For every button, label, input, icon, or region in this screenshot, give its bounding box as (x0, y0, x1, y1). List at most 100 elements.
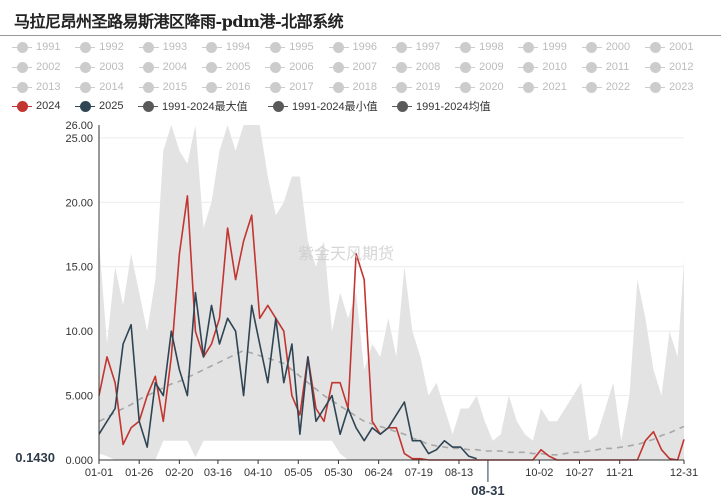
legend-label: 2018 (352, 81, 377, 93)
legend: 1991 1992 1993 1994 1995 1996 1997 1998 1999 2000… (0, 0, 721, 120)
legend-item-1991-2024均值[interactable]: 1991-2024均值 (392, 99, 491, 113)
series-mean-line (98, 349, 685, 456)
legend-item-1998[interactable]: 1998 (455, 40, 504, 54)
x-tick-label: 10-02 (525, 467, 553, 479)
y-tick-label: 0.000 (65, 455, 93, 467)
legend-label: 2007 (352, 61, 377, 73)
legend-item-2021[interactable]: 2021 (518, 80, 567, 94)
legend-item-2025[interactable]: 2025 (75, 99, 123, 113)
series-2025-line (98, 291, 477, 460)
legend-item-2013[interactable]: 2013 (12, 80, 60, 94)
legend-item-1991-2024最大值[interactable]: 1991-2024最大值 (138, 99, 248, 113)
legend-label: 1997 (415, 41, 441, 53)
legend-label: 1995 (289, 41, 314, 53)
legend-marker-icon (138, 41, 159, 53)
legend-item-2014[interactable]: 2014 (75, 80, 124, 94)
legend-marker-icon (581, 81, 602, 93)
legend-marker-icon (12, 61, 32, 73)
crosshair-x-label: 08-31 (471, 483, 504, 498)
legend-marker-icon (391, 61, 412, 73)
legend-marker-icon (75, 81, 96, 93)
x-tick-label: 06-24 (365, 467, 393, 479)
legend-marker-icon (265, 41, 286, 53)
legend-label: 2008 (415, 61, 441, 73)
legend-item-2004[interactable]: 2004 (138, 60, 188, 74)
legend-item-2002[interactable]: 2002 (12, 60, 60, 74)
legend-marker-icon (12, 81, 32, 93)
legend-marker-icon (265, 81, 286, 93)
legend-label: 2016 (225, 81, 251, 93)
legend-item-2003[interactable]: 2003 (75, 60, 124, 74)
legend-label: 2005 (225, 61, 251, 73)
legend-item-2000[interactable]: 2000 (581, 40, 630, 54)
legend-label: 1994 (225, 41, 251, 53)
legend-item-2001[interactable]: 2001 (645, 40, 693, 54)
watermark: 紫金天风期货 (298, 244, 395, 263)
legend-item-2005[interactable]: 2005 (201, 60, 251, 74)
legend-marker-icon (201, 61, 222, 73)
legend-marker-icon (201, 81, 222, 93)
legend-item-1992[interactable]: 1992 (75, 40, 124, 54)
legend-item-1991-2024最小值[interactable]: 1991-2024最小值 (268, 99, 378, 113)
legend-marker-icon (455, 61, 476, 73)
legend-item-2009[interactable]: 2009 (455, 60, 504, 74)
legend-label: 2021 (542, 81, 567, 93)
x-tick-label: 04-10 (244, 467, 272, 479)
legend-item-2010[interactable]: 2010 (518, 60, 567, 74)
x-tick-label: 03-16 (204, 467, 232, 479)
legend-item-1991[interactable]: 1991 (12, 40, 60, 54)
y-tick-label: 15.00 (65, 262, 93, 274)
x-tick-label: 02-20 (165, 467, 193, 479)
legend-item-2006[interactable]: 2006 (265, 60, 314, 74)
legend-marker-icon (581, 41, 602, 53)
legend-label: 2011 (605, 61, 630, 73)
legend-label: 2006 (289, 61, 314, 73)
legend-item-1996[interactable]: 1996 (328, 40, 377, 54)
legend-marker-icon (455, 81, 476, 93)
legend-marker-icon (138, 100, 158, 112)
legend-item-2015[interactable]: 2015 (138, 80, 187, 94)
legend-item-2024[interactable]: 2024 (12, 99, 60, 113)
legend-item-1995[interactable]: 1995 (265, 40, 314, 54)
legend-item-2019[interactable]: 2019 (391, 80, 440, 94)
legend-item-2020[interactable]: 2020 (455, 80, 504, 94)
legend-label: 2001 (669, 41, 694, 53)
legend-marker-icon (455, 41, 476, 53)
legend-item-2022[interactable]: 2022 (581, 80, 631, 94)
legend-item-2017[interactable]: 2017 (265, 80, 314, 94)
legend-marker-icon (201, 41, 222, 53)
legend-item-2023[interactable]: 2023 (645, 80, 693, 94)
legend-label: 2017 (289, 81, 314, 93)
legend-label: 2004 (162, 61, 188, 73)
legend-label: 2020 (479, 81, 504, 93)
legend-item-2008[interactable]: 2008 (391, 60, 441, 74)
x-tick-label: 11-21 (606, 467, 633, 479)
legend-item-2016[interactable]: 2016 (201, 80, 251, 94)
x-tick-label: 07-19 (405, 467, 433, 479)
y-tick-label: 26.00 (65, 120, 93, 132)
x-tick-label: 10-27 (565, 467, 593, 479)
y-tick-label: 25.00 (65, 133, 93, 145)
legend-marker-icon (645, 81, 665, 93)
legend-marker-icon (645, 61, 665, 73)
legend-item-2012[interactable]: 2012 (645, 60, 693, 74)
legend-item-1999[interactable]: 1999 (518, 40, 567, 54)
legend-label: 1996 (352, 41, 377, 53)
legend-item-1997[interactable]: 1997 (391, 40, 441, 54)
title-divider (0, 35, 721, 36)
y-tick-label: 5.000 (65, 391, 93, 403)
legend-label: 2003 (99, 61, 124, 73)
legend-item-2011[interactable]: 2011 (581, 60, 630, 74)
x-tick-label: 01-01 (85, 467, 113, 479)
legend-label: 2022 (605, 81, 631, 93)
legend-item-1994[interactable]: 1994 (201, 40, 251, 54)
legend-item-2007[interactable]: 2007 (328, 60, 377, 74)
legend-item-1993[interactable]: 1993 (138, 40, 187, 54)
legend-marker-icon (138, 81, 159, 93)
legend-marker-icon (75, 100, 95, 112)
chart-title: 马拉尼昂州圣路易斯港区降雨-pdm港-北部系统 (14, 12, 344, 31)
legend-marker-icon (75, 61, 96, 73)
legend-marker-icon (12, 100, 32, 112)
legend-item-2018[interactable]: 2018 (328, 80, 377, 94)
